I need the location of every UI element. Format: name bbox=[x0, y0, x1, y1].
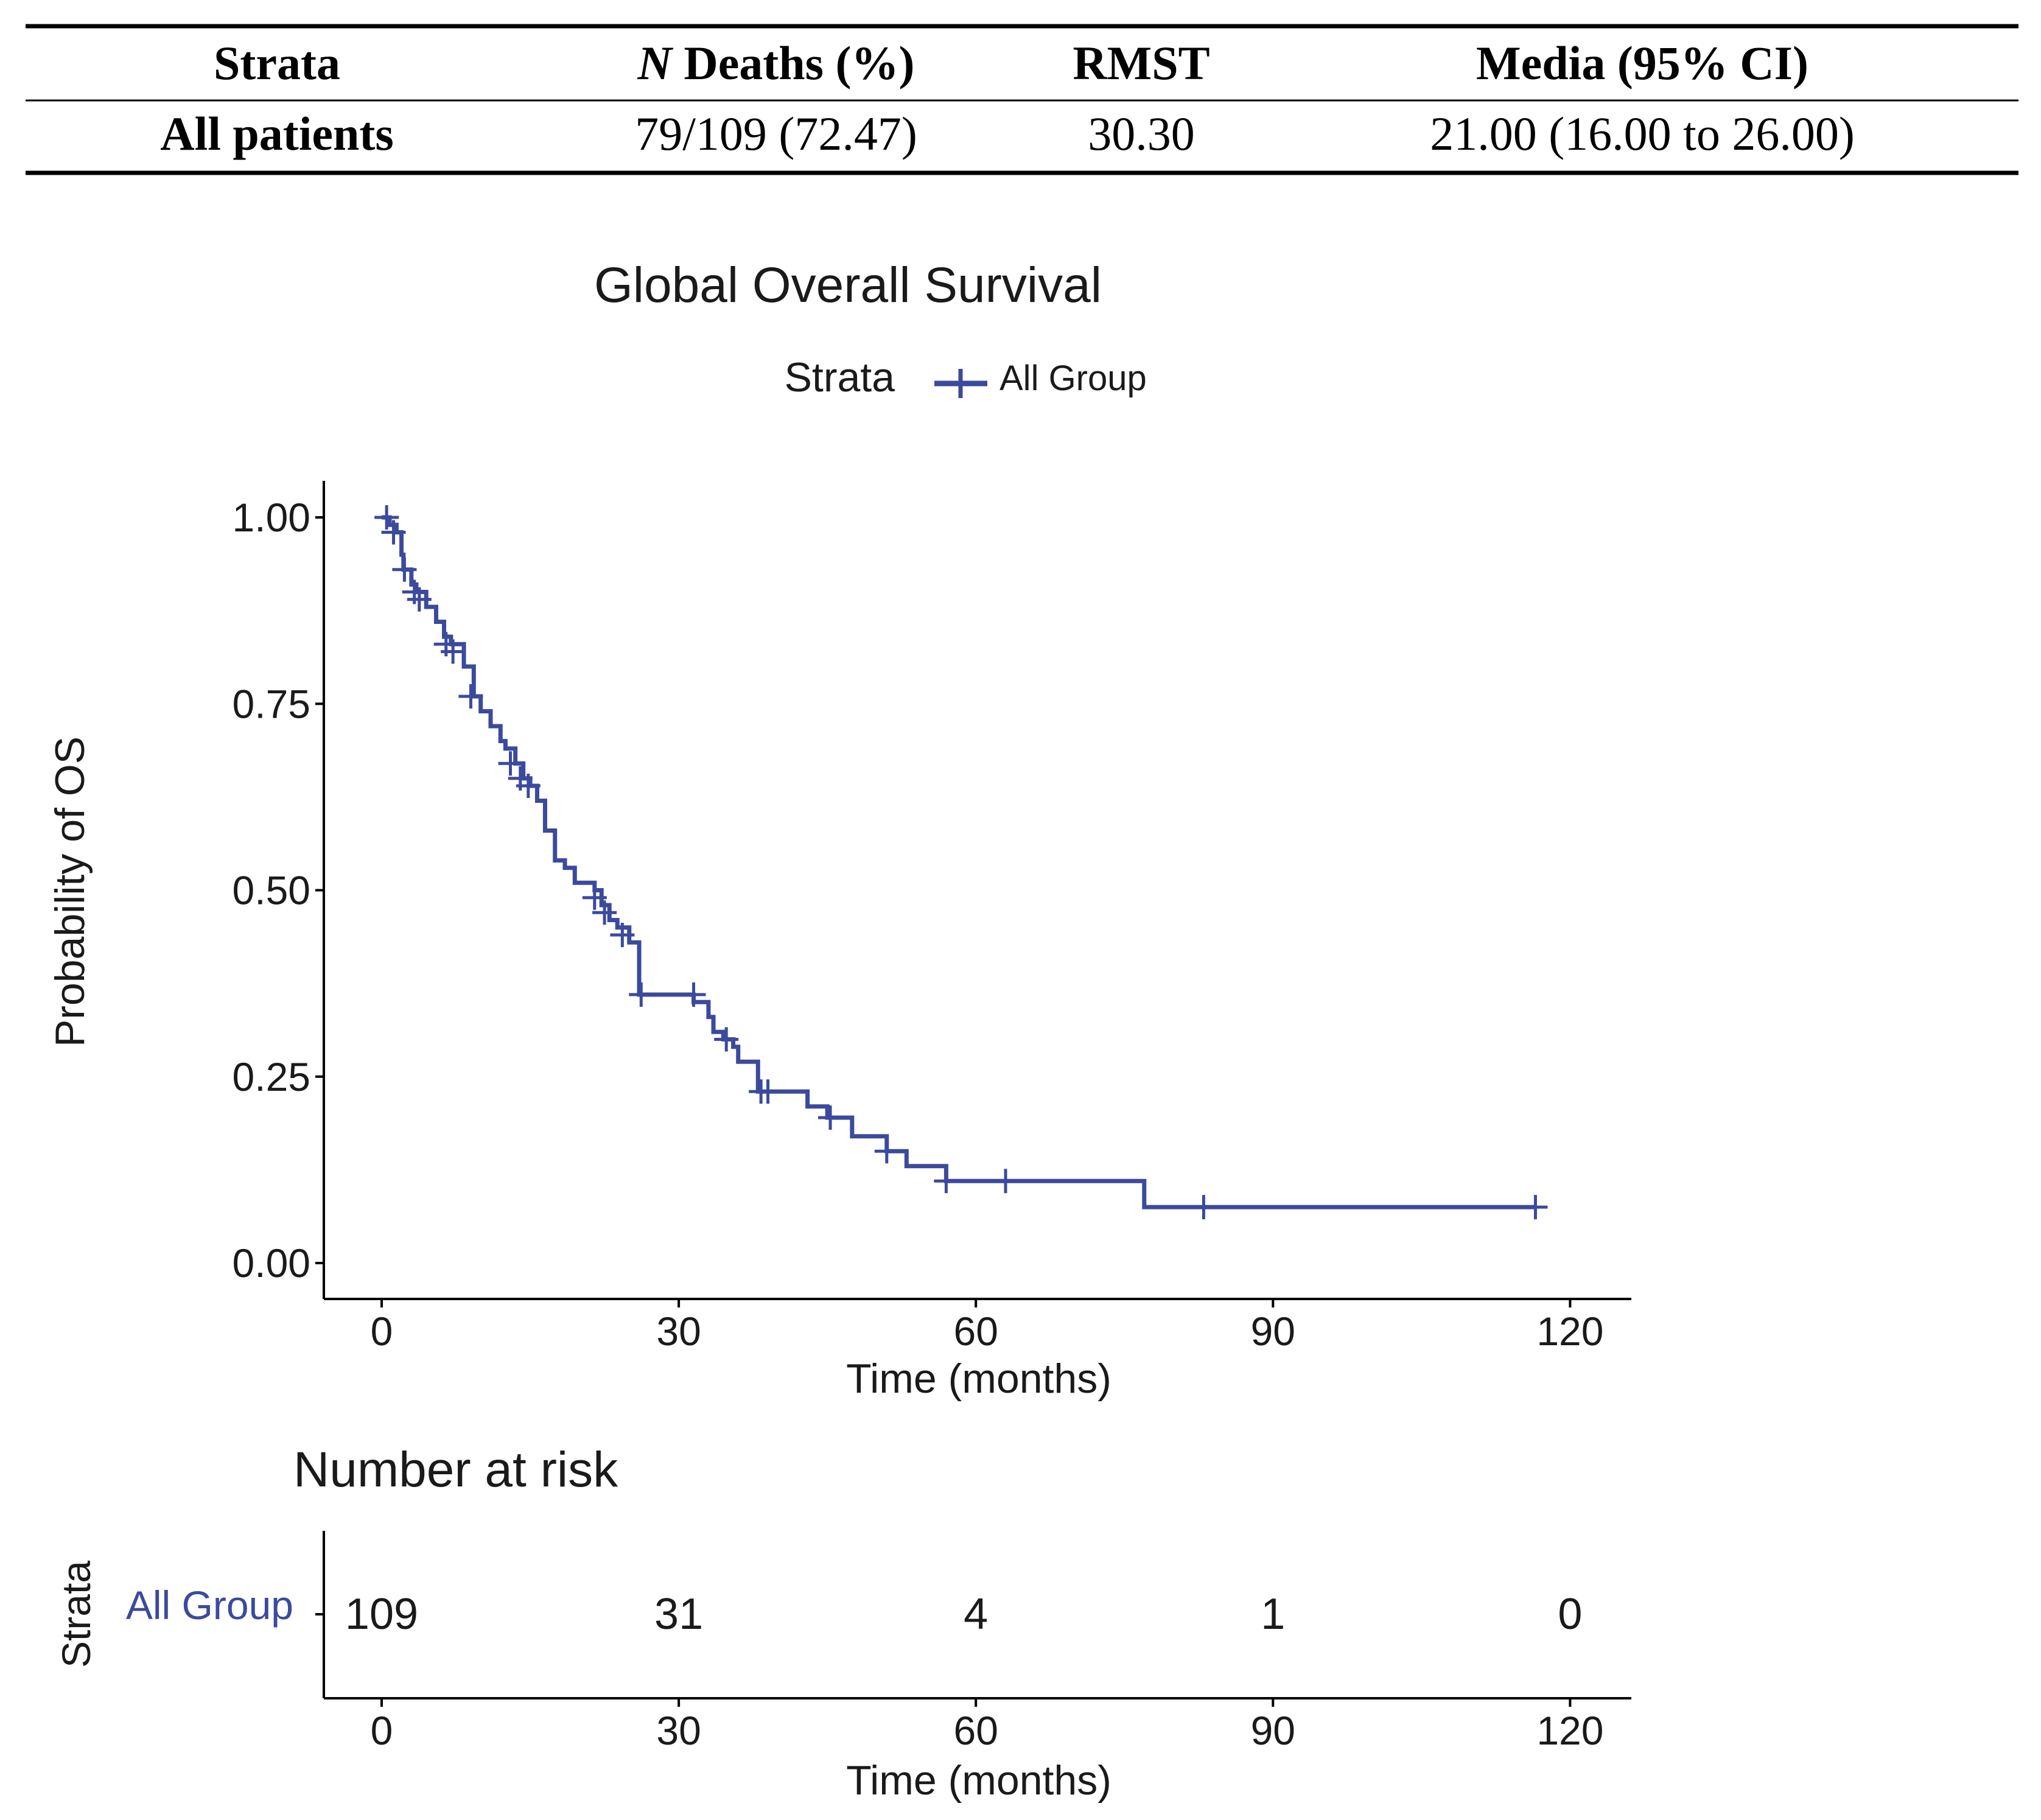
cell-strata: All patients bbox=[160, 107, 394, 160]
risk-count: 4 bbox=[964, 1590, 988, 1639]
cell-median: 21.00 (16.00 to 26.00) bbox=[1430, 107, 1855, 160]
risk-x-tick-label: 90 bbox=[1251, 1708, 1295, 1753]
risk-count: 0 bbox=[1558, 1590, 1582, 1639]
y-tick-label: 0.00 bbox=[233, 1241, 310, 1286]
legend-label: All Group bbox=[999, 359, 1147, 398]
risk-y-axis-label: Strata bbox=[54, 1561, 99, 1668]
km-plot: 0.00 0.25 0.50 0.75 1.00 0 30 60 90 120 bbox=[233, 481, 1631, 1354]
y-tick-label: 1.00 bbox=[233, 495, 310, 540]
x-tick-label: 30 bbox=[656, 1309, 701, 1354]
x-tick-label: 0 bbox=[371, 1309, 393, 1354]
header-deaths-n: N bbox=[637, 37, 674, 89]
legend-title: Strata bbox=[785, 354, 895, 401]
risk-table-title: Number at risk bbox=[293, 1442, 618, 1497]
risk-count: 109 bbox=[345, 1590, 418, 1639]
legend-key-icon bbox=[934, 369, 987, 398]
risk-count: 1 bbox=[1261, 1590, 1285, 1639]
risk-strata-label: All Group bbox=[126, 1583, 293, 1628]
risk-counts: 109 31 4 1 0 bbox=[345, 1590, 1582, 1639]
y-tick-label: 0.75 bbox=[233, 681, 310, 726]
x-tick-label: 90 bbox=[1251, 1309, 1295, 1354]
y-axis-label: Probability of OS bbox=[47, 737, 93, 1047]
risk-x-axis-label: Time (months) bbox=[846, 1757, 1112, 1804]
risk-x-ticks: 0 30 60 90 120 bbox=[371, 1698, 1603, 1753]
legend: Strata All Group bbox=[785, 354, 1147, 401]
x-tick-label: 60 bbox=[953, 1309, 998, 1354]
x-axis-label: Time (months) bbox=[846, 1356, 1112, 1402]
header-rmst: RMST bbox=[1073, 37, 1210, 89]
header-deaths-label: Deaths (%) bbox=[672, 37, 915, 89]
km-curve-all-group bbox=[382, 515, 1536, 1209]
risk-x-tick-label: 120 bbox=[1536, 1708, 1603, 1753]
risk-x-tick-label: 30 bbox=[656, 1708, 701, 1753]
cell-deaths: 79/109 (72.47) bbox=[635, 107, 917, 160]
header-median: Media (95% CI) bbox=[1476, 37, 1808, 89]
x-tick-label: 120 bbox=[1536, 1309, 1603, 1354]
y-tick-label: 0.50 bbox=[233, 868, 310, 913]
y-ticks: 0.00 0.25 0.50 0.75 1.00 bbox=[233, 495, 324, 1286]
cell-rmst: 30.30 bbox=[1088, 107, 1195, 160]
header-deaths: N Deaths (%) bbox=[637, 37, 915, 89]
risk-x-tick-label: 0 bbox=[371, 1708, 393, 1753]
header-strata: Strata bbox=[214, 37, 340, 89]
km-censor-marks bbox=[374, 505, 1548, 1220]
risk-count: 31 bbox=[654, 1590, 703, 1639]
y-tick-label: 0.25 bbox=[233, 1054, 310, 1099]
chart-title: Global Overall Survival bbox=[594, 257, 1102, 313]
x-ticks: 0 30 60 90 120 bbox=[371, 1299, 1603, 1354]
risk-x-tick-label: 60 bbox=[953, 1708, 998, 1753]
risk-table: All Group 109 31 4 1 0 0 30 60 90 120 bbox=[126, 1531, 1631, 1753]
summary-table: Strata N Deaths (%) RMST Media (95% CI) … bbox=[26, 24, 2018, 175]
